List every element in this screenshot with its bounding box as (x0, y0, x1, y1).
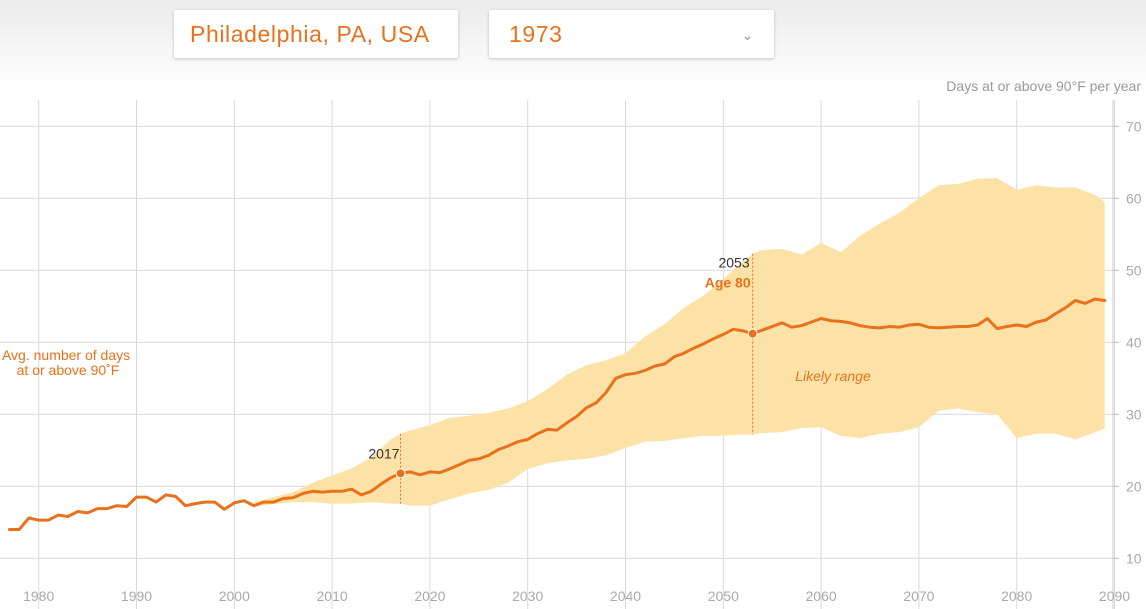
x-tick-label: 2020 (414, 588, 445, 604)
x-tick-label: 1990 (121, 588, 152, 604)
location-value: Philadelphia, PA, USA (190, 21, 430, 47)
x-tick-label: 2050 (708, 588, 739, 604)
series-label-line-2: at or above 90˚F (17, 362, 120, 378)
marker-dots (395, 328, 758, 479)
marker-dot (747, 328, 758, 339)
series-label-line-1: Avg. number of days (2, 347, 130, 363)
birth-year-value: 1973 (509, 21, 563, 47)
x-tick-label: 1980 (23, 588, 54, 604)
marker-year-label: 2053 (718, 255, 749, 271)
marker-labels: 2017 2053 Age 80 (368, 255, 750, 462)
y-tick-label: 60 (1126, 190, 1142, 206)
marker-dot (395, 468, 406, 479)
y-tick-label: 10 (1126, 550, 1142, 566)
marker-year-label: 2017 (368, 446, 399, 462)
x-tick-label: 2000 (219, 588, 250, 604)
y-tick-label: 20 (1126, 478, 1142, 494)
x-tick-label: 2070 (903, 588, 934, 604)
x-tick-label: 2080 (1001, 588, 1032, 604)
x-axis-ticks: 1980 1990 2000 2010 2020 2030 2040 2050 2060 2070… (23, 588, 1130, 604)
likely-range-label: Likely range (795, 368, 871, 384)
chevron-down-icon: ⌄ (741, 27, 754, 43)
average-days-line (7, 297, 1107, 531)
y-tick-label: 40 (1126, 334, 1142, 350)
birth-year-select[interactable]: 1973 ⌄ (489, 10, 774, 58)
x-tick-label: 2030 (512, 588, 543, 604)
location-input[interactable]: Philadelphia, PA, USA (174, 10, 458, 58)
marker-age-label: Age 80 (705, 275, 751, 291)
x-tick-label: 2060 (806, 588, 837, 604)
likely-range-band (253, 178, 1105, 507)
y-axis-unit-label: Days at or above 90°F per year (946, 78, 1141, 94)
y-tick-label: 30 (1126, 406, 1142, 422)
x-tick-label: 2010 (317, 588, 348, 604)
y-tick-label: 50 (1126, 262, 1142, 278)
x-tick-label: 2040 (610, 588, 641, 604)
x-tick-label: 2090 (1099, 588, 1130, 604)
y-tick-label: 70 (1126, 118, 1142, 134)
y-axis-ticks: 70 60 50 40 30 20 10 (1126, 118, 1142, 566)
series-label: Avg. number of days at or above 90˚F (2, 347, 134, 378)
